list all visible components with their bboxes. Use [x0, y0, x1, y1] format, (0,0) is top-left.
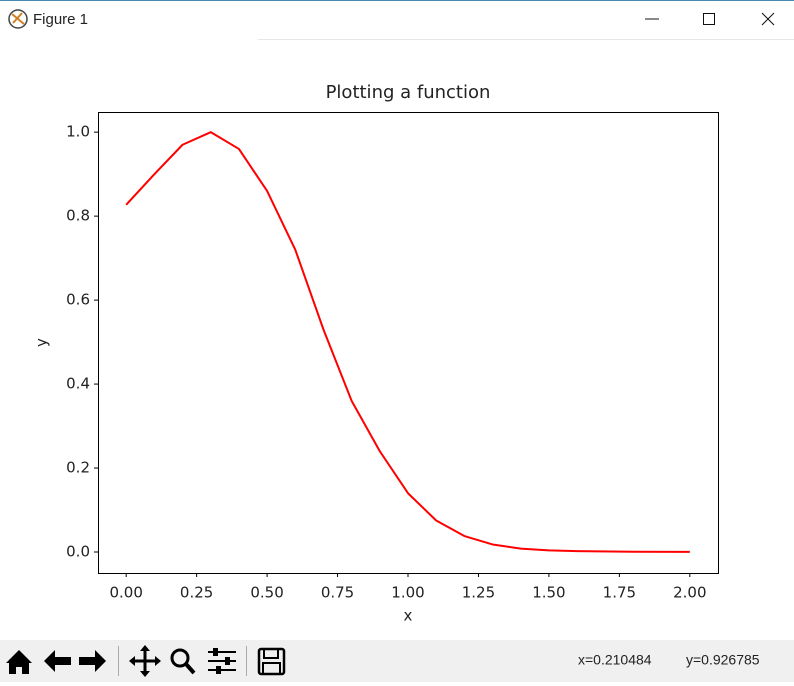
forward-button[interactable]: [79, 650, 106, 672]
status-y: y=0.926785: [686, 652, 760, 668]
close-button[interactable]: [761, 12, 775, 26]
x-tick-label: 1.00: [391, 584, 424, 602]
zoom-button[interactable]: [170, 648, 196, 675]
window-title: Figure 1: [33, 11, 88, 28]
x-axis-label: x: [404, 607, 413, 625]
x-tick-label: 1.25: [462, 584, 495, 602]
toolbar: [0, 640, 794, 682]
back-button[interactable]: [44, 650, 71, 672]
chart-title: Plotting a function: [326, 82, 491, 103]
x-tick-label: 1.50: [532, 584, 565, 602]
y-tick-label: 0.0: [66, 543, 90, 561]
y-tick-label: 0.6: [66, 291, 90, 309]
x-tick-label: 2.00: [673, 584, 706, 602]
y-tick-label: 1.0: [66, 123, 90, 141]
x-tick-label: 0.25: [180, 584, 213, 602]
x-tick-label: 0.00: [109, 584, 142, 602]
line: [125, 131, 690, 553]
home-button[interactable]: [6, 650, 32, 674]
pan-button[interactable]: [129, 645, 161, 677]
status-x: x=0.210484: [578, 652, 652, 668]
figure: Plotting a function 0.00 0.25 0.50 0.75 1.00 1…: [33, 82, 719, 625]
x-tick-label: 0.50: [250, 584, 283, 602]
app-icon: [8, 9, 28, 29]
y-tick-label: 0.8: [66, 207, 90, 225]
configure-button[interactable]: [208, 648, 236, 674]
x-tick-label: 0.75: [321, 584, 354, 602]
maximize-button[interactable]: [703, 13, 715, 25]
y-axis-label: y: [33, 338, 51, 347]
axes-frame: [98, 112, 719, 574]
y-tick-label: 0.4: [66, 375, 90, 393]
x-tick-label: 1.75: [603, 584, 636, 602]
y-tick-label: 0.2: [66, 459, 90, 477]
save-button[interactable]: [257, 647, 286, 676]
